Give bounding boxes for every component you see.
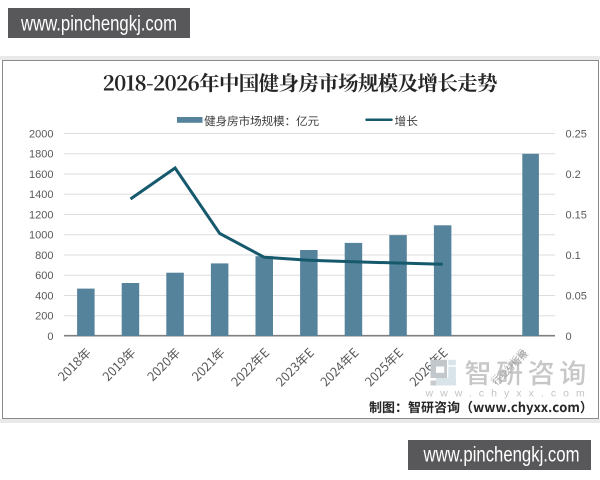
svg-text:400: 400	[35, 290, 53, 302]
svg-text:0.2: 0.2	[566, 169, 581, 181]
svg-text:1400: 1400	[29, 189, 53, 201]
svg-text:0.1: 0.1	[566, 250, 581, 262]
svg-text:1600: 1600	[29, 169, 53, 181]
svg-text:0: 0	[566, 331, 572, 343]
svg-text:0.25: 0.25	[566, 128, 587, 140]
svg-text:www.pinchengkj.com: www.pinchengkj.com	[20, 13, 177, 36]
svg-text:2000: 2000	[29, 128, 53, 140]
svg-text:600: 600	[35, 270, 53, 282]
svg-text:0.05: 0.05	[566, 290, 587, 302]
svg-text:1800: 1800	[29, 149, 53, 161]
svg-text:www.chyxx.com: www.chyxx.com	[425, 388, 592, 400]
svg-text:www.pinchengkj.com: www.pinchengkj.com	[423, 444, 580, 467]
svg-text:200: 200	[35, 311, 53, 323]
svg-text:800: 800	[35, 250, 53, 262]
svg-text:0: 0	[47, 331, 53, 343]
svg-text:1000: 1000	[29, 230, 53, 242]
svg-text:1200: 1200	[29, 209, 53, 221]
svg-text:0.15: 0.15	[566, 209, 587, 221]
